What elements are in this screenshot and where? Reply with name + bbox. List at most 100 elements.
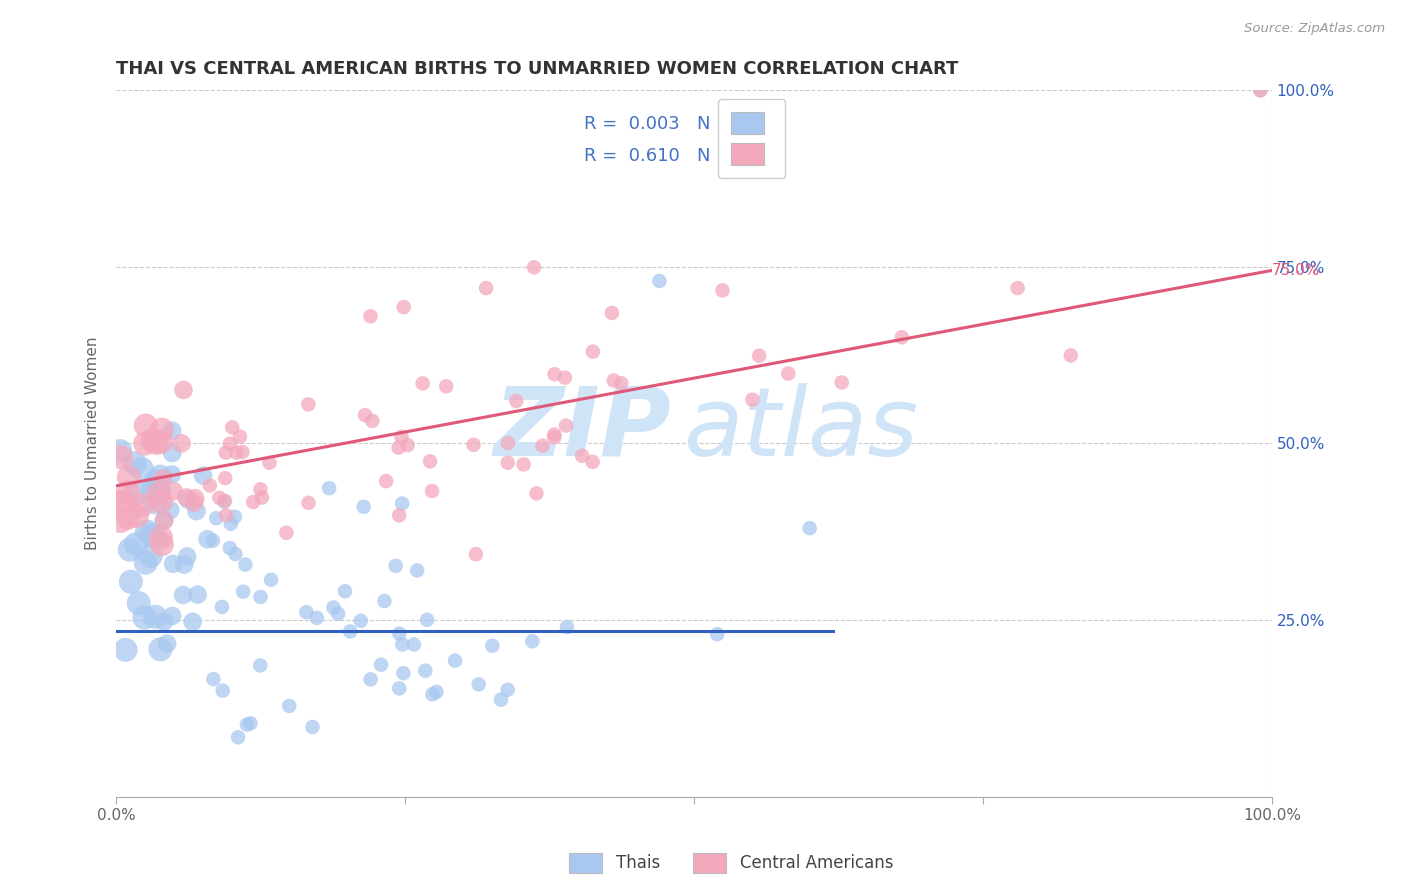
Point xyxy=(191,468,214,483)
Point xyxy=(135,418,157,433)
Point xyxy=(425,685,447,699)
Point xyxy=(145,436,167,450)
Point xyxy=(799,521,821,535)
Point xyxy=(388,508,411,523)
Point xyxy=(370,657,392,672)
Point xyxy=(416,613,439,627)
Point xyxy=(250,491,273,505)
Point xyxy=(160,609,183,624)
Point xyxy=(339,624,361,639)
Point xyxy=(208,491,231,505)
Point xyxy=(391,638,413,652)
Point xyxy=(170,436,193,450)
Point xyxy=(152,472,174,486)
Point xyxy=(603,374,626,388)
Point xyxy=(481,639,503,653)
Point xyxy=(145,475,167,489)
Point xyxy=(181,615,204,629)
Point xyxy=(156,637,179,651)
Point xyxy=(218,436,240,450)
Point xyxy=(202,672,225,686)
Point xyxy=(214,494,236,508)
Point xyxy=(149,642,172,657)
Point xyxy=(160,467,183,482)
Point xyxy=(235,558,257,572)
Point xyxy=(748,349,770,363)
Point xyxy=(131,498,153,512)
Point xyxy=(201,533,224,548)
Point xyxy=(489,692,512,706)
Point xyxy=(125,509,148,524)
Point xyxy=(741,392,763,407)
Point xyxy=(475,281,498,295)
Point xyxy=(215,445,238,459)
Point xyxy=(392,300,415,314)
Point xyxy=(778,367,800,381)
Point xyxy=(114,642,136,657)
Point xyxy=(176,549,198,564)
Point xyxy=(610,376,633,391)
Point xyxy=(278,698,301,713)
Point xyxy=(297,397,319,411)
Point xyxy=(582,344,605,359)
Point xyxy=(361,414,384,428)
Point xyxy=(434,379,457,393)
Point xyxy=(212,494,235,508)
Point xyxy=(375,474,398,488)
Point xyxy=(326,607,349,621)
Point xyxy=(125,486,148,500)
Point xyxy=(505,394,527,409)
Point xyxy=(391,430,413,444)
Point xyxy=(149,469,172,483)
Point xyxy=(444,654,467,668)
Point xyxy=(890,330,912,344)
Legend: , : , xyxy=(718,99,786,178)
Point xyxy=(152,514,174,528)
Point xyxy=(143,609,166,624)
Point xyxy=(333,584,356,599)
Point xyxy=(215,508,238,523)
Point xyxy=(149,531,172,545)
Point xyxy=(396,438,419,452)
Point xyxy=(523,260,546,275)
Point xyxy=(162,557,184,571)
Point xyxy=(581,455,603,469)
Point xyxy=(118,542,141,557)
Point xyxy=(150,494,173,508)
Point xyxy=(141,528,163,542)
Point xyxy=(373,594,395,608)
Point xyxy=(186,504,208,518)
Point xyxy=(214,471,236,485)
Point xyxy=(219,516,242,531)
Point xyxy=(420,483,443,498)
Point xyxy=(117,485,139,500)
Text: THAI VS CENTRAL AMERICAN BIRTHS TO UNMARRIED WOMEN CORRELATION CHART: THAI VS CENTRAL AMERICAN BIRTHS TO UNMAR… xyxy=(117,60,959,78)
Point xyxy=(276,525,298,540)
Text: 75.0%: 75.0% xyxy=(1272,263,1320,278)
Point xyxy=(134,610,156,624)
Point xyxy=(183,496,205,510)
Point xyxy=(543,427,565,442)
Point xyxy=(353,500,375,514)
Point xyxy=(172,588,194,602)
Point xyxy=(146,487,169,501)
Point xyxy=(187,588,209,602)
Point xyxy=(388,626,411,640)
Point xyxy=(173,558,195,572)
Point xyxy=(249,590,271,604)
Point xyxy=(531,439,554,453)
Point xyxy=(543,368,565,382)
Point xyxy=(706,627,728,641)
Point xyxy=(318,481,340,495)
Point xyxy=(225,445,247,459)
Point xyxy=(1249,83,1271,97)
Point xyxy=(224,547,246,561)
Point xyxy=(711,284,734,298)
Point xyxy=(555,620,578,634)
Point xyxy=(467,677,489,691)
Point xyxy=(198,478,221,492)
Point xyxy=(112,494,135,508)
Point xyxy=(555,418,578,433)
Text: Source: ZipAtlas.com: Source: ZipAtlas.com xyxy=(1244,22,1385,36)
Point xyxy=(197,533,219,547)
